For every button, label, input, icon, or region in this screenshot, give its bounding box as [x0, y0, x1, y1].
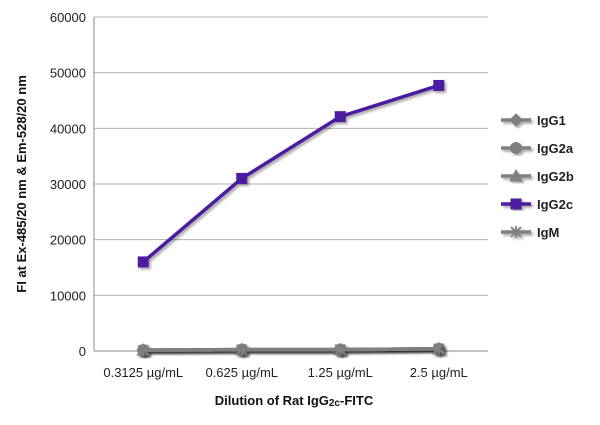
y-tick-label: 60000 [50, 10, 86, 25]
gridlines [93, 16, 488, 352]
series-line [143, 347, 439, 352]
x-tick-label: 0.3125 µg/mL [103, 365, 183, 380]
x-tick-label: 2.5 µg/mL [410, 365, 468, 380]
legend-item [501, 198, 531, 210]
y-tick-label: 10000 [50, 288, 86, 303]
legend-marker [509, 113, 523, 127]
legend-label: IgG2b [537, 169, 574, 184]
series-igg2c [137, 79, 445, 268]
series-line [142, 83, 440, 264]
data-point [236, 172, 248, 184]
legend-marker [510, 142, 522, 154]
x-axis-title: Dilution of Rat IgG2c-FITC [215, 393, 374, 409]
y-tick-label: 20000 [50, 233, 86, 248]
data-point [334, 111, 346, 123]
x-axis-title-tail: -FITC [340, 393, 374, 408]
data-point [433, 79, 445, 91]
x-tick-label: 0.625 µg/mL [205, 365, 278, 380]
y-axis-ticks: 0 10000 20000 30000 40000 50000 60000 [50, 10, 86, 359]
y-tick-label: 30000 [50, 177, 86, 192]
legend-label: IgM [537, 225, 559, 240]
x-tick-label: 1.25 µg/mL [308, 365, 373, 380]
legend-marker [510, 198, 522, 210]
data-point [334, 343, 346, 356]
y-tick-label: 0 [79, 344, 86, 359]
legend-item [501, 226, 531, 238]
series-igm [137, 342, 445, 357]
x-axis-ticks: 0.3125 µg/mL 0.625 µg/mL 1.25 µg/mL 2.5 µg/… [103, 365, 467, 380]
legend-label: IgG2c [537, 197, 573, 212]
legend-item [501, 113, 531, 127]
legend-item [501, 168, 531, 182]
data-point [137, 344, 149, 357]
y-tick-label: 40000 [50, 121, 86, 136]
legend-marker [509, 168, 523, 182]
legend: IgG1 IgG2a IgG2b IgG2c IgM [501, 113, 574, 240]
legend-label: IgG2a [537, 141, 574, 156]
legend-label: IgG1 [537, 113, 566, 128]
y-axis-title: FI at Ex-485/20 nm & Em-528/20 nm [14, 75, 29, 292]
data-point [137, 256, 149, 268]
series-layer [136, 79, 446, 357]
data-point [236, 343, 248, 356]
x-axis-title-main: Dilution of Rat IgG [215, 393, 329, 408]
legend-item [501, 142, 531, 154]
data-point [433, 342, 445, 355]
x-axis-title-subscript: 2c [329, 398, 341, 409]
y-tick-label: 50000 [50, 66, 86, 81]
legend-marker [510, 226, 522, 238]
